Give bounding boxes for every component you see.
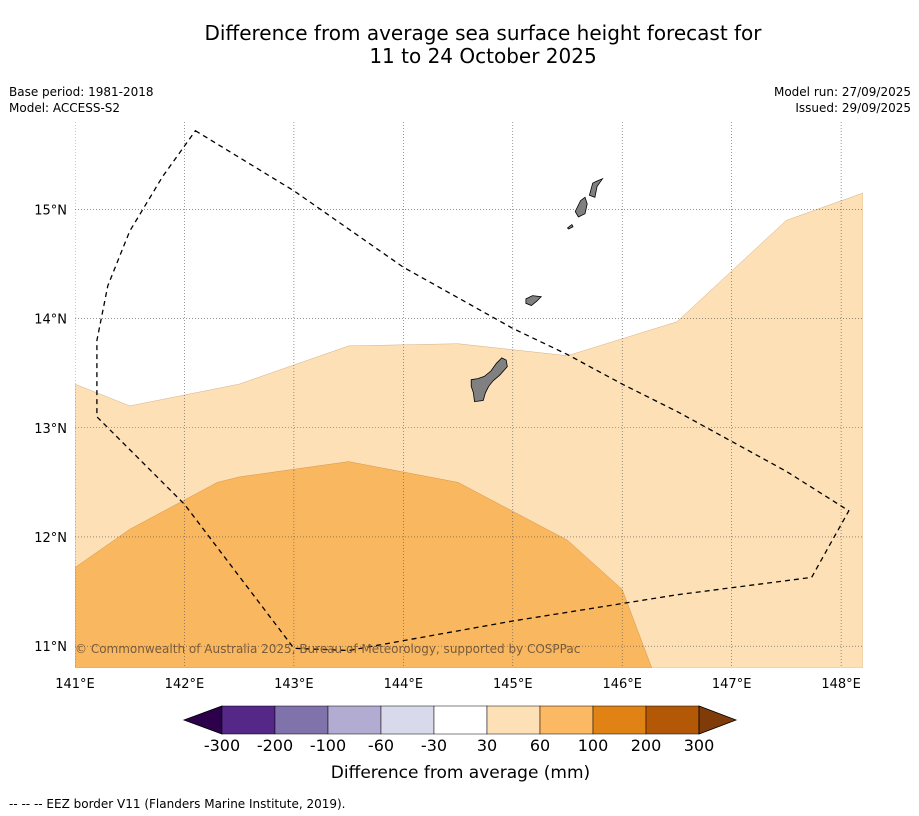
lon-tick-label: 145°E bbox=[493, 677, 533, 692]
colorbar-segment bbox=[433, 705, 488, 735]
colorbar-tick-label: 300 bbox=[684, 736, 715, 755]
title-line-1: Difference from average sea surface heig… bbox=[204, 21, 762, 45]
colorbar-tick-label: 100 bbox=[578, 736, 609, 755]
colorbar-extend-high bbox=[698, 705, 738, 735]
lon-tick-label: 146°E bbox=[602, 677, 642, 692]
colorbar-tick-label: 200 bbox=[631, 736, 662, 755]
model-run: Model run: 27/09/2025 bbox=[773, 85, 911, 99]
colorbar-extend-low bbox=[182, 705, 223, 735]
colorbar-layer: -300 -200 -100 -60 -30 30 60 100 200 300 Differenc… bbox=[182, 705, 738, 783]
island-3 bbox=[588, 177, 604, 198]
anomaly-zone-60-100 bbox=[75, 461, 653, 668]
lat-tick-label: 11°N bbox=[34, 640, 67, 655]
model-name: Model: ACCESS-S2 bbox=[9, 101, 121, 115]
title-line-2: 11 to 24 October 2025 bbox=[369, 44, 597, 68]
colorbar-tick-label: -200 bbox=[257, 736, 293, 755]
lat-tick-label: 14°N bbox=[34, 313, 67, 328]
colorbar-tick-label: -100 bbox=[310, 736, 346, 755]
island-2 bbox=[574, 196, 588, 218]
eez-border bbox=[96, 129, 850, 652]
map-clipped-group: © Commonwealth of Australia 2025, Bureau… bbox=[75, 122, 863, 668]
colorbar-tick-label: 60 bbox=[530, 736, 550, 755]
island-4 bbox=[566, 223, 574, 230]
eez-legend: -- -- -- EEZ border V11 (Flanders Marine… bbox=[9, 797, 346, 811]
colorbar-title: Difference from average (mm) bbox=[331, 763, 590, 783]
colorbar-tick-label: -30 bbox=[421, 736, 447, 755]
meta-right: Model run: 27/09/2025 Issued: 29/09/2025 bbox=[774, 84, 911, 116]
colorbar-segment bbox=[539, 705, 594, 735]
lat-tick-label: 15°N bbox=[34, 203, 67, 218]
base-period: Base period: 1981-2018 bbox=[9, 85, 154, 99]
map-layer: © Commonwealth of Australia 2025, Bureau… bbox=[34, 122, 863, 692]
lat-tick-label: 12°N bbox=[34, 531, 67, 546]
colorbar-segment bbox=[592, 705, 647, 735]
colorbar-tick-label: 30 bbox=[477, 736, 497, 755]
colorbar-segment bbox=[486, 705, 541, 735]
colorbar-segment bbox=[645, 705, 700, 735]
colorbar-segment bbox=[327, 705, 382, 735]
lon-tick-label: 143°E bbox=[274, 677, 314, 692]
lon-tick-label: 148°E bbox=[821, 677, 861, 692]
colorbar-segment bbox=[274, 705, 329, 735]
chart-title: Difference from average sea surface heig… bbox=[0, 22, 919, 68]
colorbar-segment bbox=[380, 705, 435, 735]
colorbar-segment bbox=[221, 705, 276, 735]
lon-tick-label: 142°E bbox=[165, 677, 205, 692]
colorbar-tick-label: -300 bbox=[204, 736, 240, 755]
lon-tick-label: 141°E bbox=[55, 677, 95, 692]
island-1 bbox=[525, 295, 543, 306]
lat-tick-label: 13°N bbox=[34, 422, 67, 437]
lon-tick-label: 147°E bbox=[712, 677, 752, 692]
island-0 bbox=[470, 357, 508, 403]
issued-date: Issued: 29/09/2025 bbox=[795, 101, 911, 115]
meta-left: Base period: 1981-2018 Model: ACCESS-S2 bbox=[9, 84, 154, 116]
lon-tick-label: 144°E bbox=[384, 677, 424, 692]
copyright-text: © Commonwealth of Australia 2025, Bureau… bbox=[75, 642, 580, 656]
colorbar-tick-label: -60 bbox=[368, 736, 394, 755]
